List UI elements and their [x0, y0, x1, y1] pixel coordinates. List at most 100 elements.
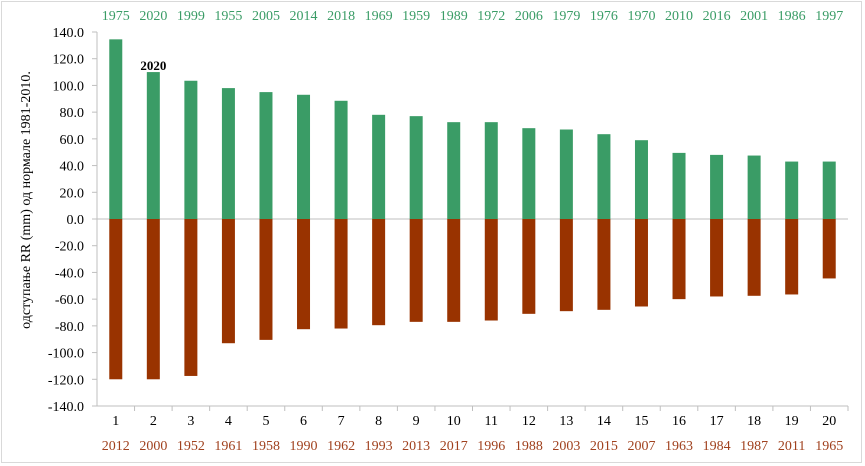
- bar-negative: [409, 219, 423, 322]
- top-year-label: 1975: [102, 9, 130, 24]
- bar-positive: [184, 80, 198, 219]
- bottom-year-labels: 2012 2000 1952 1961 1958 1990 1962 1993 2013 2017…: [102, 439, 843, 454]
- bar-positive: [747, 155, 761, 219]
- x-tick-label: 2: [150, 414, 157, 429]
- bottom-year-label: 2011: [778, 439, 805, 454]
- bottom-year-label: 1952: [177, 439, 205, 454]
- bar-negative: [484, 219, 498, 321]
- bottom-year-label: 1984: [703, 439, 731, 454]
- top-year-label: 2010: [665, 9, 693, 24]
- bar-negative: [259, 219, 273, 340]
- y-tick-label: 100.0: [53, 79, 85, 94]
- y-tick-labels: 140.0 120.0 100.0 80.0 60.0 40.0 20.0 0.0 -20.0 -…: [48, 26, 84, 415]
- bottom-year-label: 2013: [402, 439, 430, 454]
- top-year-label: 1969: [365, 9, 393, 24]
- y-tick-label: -60.0: [55, 293, 84, 308]
- bar-positive: [597, 134, 611, 219]
- top-year-label: 1955: [214, 9, 242, 24]
- bar-positive: [559, 129, 573, 219]
- top-year-label: 2001: [740, 9, 768, 24]
- bottom-year-label: 1965: [815, 439, 843, 454]
- bar-negative: [559, 219, 573, 312]
- x-tick-label: 16: [672, 414, 686, 429]
- y-tick-label: 60.0: [60, 133, 85, 148]
- bottom-year-label: 1990: [290, 439, 318, 454]
- bar-positive: [334, 100, 348, 219]
- bottom-year-label: 1963: [665, 439, 693, 454]
- y-tick-label: 40.0: [60, 160, 85, 175]
- y-axis-title-group: одступање RR (mm) од нормале 1981-2010.: [19, 71, 34, 329]
- x-tick-label: 6: [300, 414, 307, 429]
- bottom-year-label: 1961: [214, 439, 242, 454]
- top-year-label: 1979: [552, 9, 580, 24]
- y-tick-label: -80.0: [55, 320, 84, 335]
- y-tick-label: 0.0: [67, 213, 85, 228]
- x-tick-label: 20: [822, 414, 836, 429]
- bar-negative: [634, 219, 648, 307]
- bar-negative: [747, 219, 761, 296]
- bar-positive: [409, 116, 423, 219]
- x-tick-label: 9: [413, 414, 420, 429]
- y-tick-label: 20.0: [60, 186, 85, 201]
- x-tick-label: 1: [112, 414, 119, 429]
- x-tick-label: 8: [375, 414, 382, 429]
- x-tick-label: 3: [187, 414, 194, 429]
- top-year-label: 1997: [815, 9, 843, 24]
- bar-negative: [710, 219, 724, 297]
- bars-group: [109, 39, 836, 380]
- bar-positive: [447, 122, 461, 219]
- bar-negative: [109, 219, 123, 380]
- bar-negative: [522, 219, 536, 314]
- bar-positive: [259, 92, 273, 219]
- top-year-label: 2018: [327, 9, 355, 24]
- top-year-label: 1970: [627, 9, 655, 24]
- x-tick-labels: 1 2 3 4 5 6 7 8 9 10 11 12 13 14 15 16 17 18 19 20: [112, 414, 836, 429]
- top-year-label: 1989: [440, 9, 468, 24]
- x-tick-label: 19: [785, 414, 799, 429]
- bar-negative: [597, 219, 611, 310]
- top-year-label: 1959: [402, 9, 430, 24]
- y-tick-label: -140.0: [48, 400, 84, 415]
- bottom-year-label: 1996: [477, 439, 505, 454]
- bar-positive: [146, 72, 160, 219]
- top-year-label: 2006: [515, 9, 543, 24]
- bottom-year-label: 1988: [515, 439, 543, 454]
- bar-positive: [372, 114, 386, 219]
- bar-positive: [822, 161, 836, 219]
- bottom-year-label: 1958: [252, 439, 280, 454]
- bar-negative: [334, 219, 348, 329]
- bar-negative: [785, 219, 799, 295]
- bar-positive: [297, 94, 311, 219]
- x-tick-label: 18: [747, 414, 761, 429]
- y-tick-label: -20.0: [55, 240, 84, 255]
- bar-negative: [297, 219, 311, 330]
- x-tick-label: 7: [338, 414, 345, 429]
- bottom-year-label: 2015: [590, 439, 618, 454]
- bar-positive: [710, 154, 724, 219]
- bottom-year-label: 2017: [440, 439, 468, 454]
- axes-group: [92, 31, 849, 411]
- bottom-year-label: 2007: [627, 439, 655, 454]
- bar-negative: [447, 219, 461, 322]
- bar-positive: [221, 88, 235, 219]
- bottom-year-label: 1962: [327, 439, 355, 454]
- x-tick-label: 5: [262, 414, 269, 429]
- bar-negative: [672, 219, 686, 300]
- bottom-year-label: 2012: [102, 439, 130, 454]
- bar-positive: [109, 39, 123, 219]
- bar-positive: [785, 161, 799, 219]
- y-axis-title: одступање RR (mm) од нормале 1981-2010.: [19, 71, 34, 329]
- top-year-label: 2014: [290, 9, 318, 24]
- y-tick-label: -100.0: [48, 347, 84, 362]
- x-tick-label: 17: [710, 414, 724, 429]
- x-tick-label: 10: [447, 414, 461, 429]
- y-tick-label: 80.0: [60, 106, 85, 121]
- top-year-label: 2016: [703, 9, 731, 24]
- x-tick-label: 14: [597, 414, 611, 429]
- bar-positive: [672, 152, 686, 219]
- y-tick-label: 120.0: [53, 53, 85, 68]
- x-tick-label: 13: [559, 414, 573, 429]
- bar-positive: [634, 140, 648, 219]
- top-year-label: 1999: [177, 9, 205, 24]
